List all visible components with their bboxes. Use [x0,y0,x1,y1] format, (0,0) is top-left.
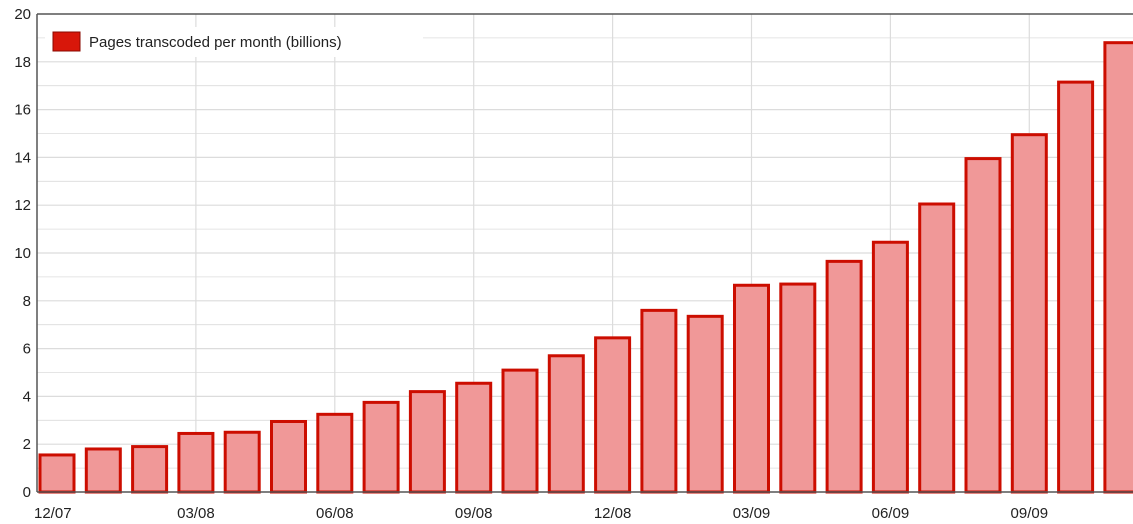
y-tick-label: 18 [14,54,31,71]
bar: 05/08 [270,419,307,494]
bar: 05/09 [825,259,863,494]
bar: 12/07 [38,453,76,494]
y-tick-label: 6 [23,341,31,358]
legend-label: Pages transcoded per month (billions) [89,34,342,51]
x-tick-label: 09/08 [455,505,493,522]
bar: 07/08 [362,400,400,494]
bar: 03/09 [733,283,770,494]
bar: 09/08 [455,381,493,494]
y-tick-label: 10 [14,245,31,262]
bar: 03/08 [177,431,215,494]
x-tick-label: 03/08 [177,505,215,522]
y-tick-label: 14 [14,149,31,166]
x-tick-label: 06/09 [872,505,910,522]
axes [36,13,1133,493]
y-tick-label: 4 [23,388,31,405]
bar: 08/08 [408,390,446,494]
x-tick-label: 12/08 [594,505,632,522]
bar: 02/08 [131,445,169,494]
y-tick-label: 12 [14,197,31,214]
x-tick-label: 03/09 [733,505,771,522]
bar: 12/08 [594,336,632,494]
bar: 01/09 [640,308,678,494]
bar: 10/08 [501,368,539,494]
y-tick-label: 16 [14,102,31,119]
bar: 09/09 [1010,133,1048,494]
y-tick-label: 8 [23,293,31,310]
y-tick-label: 0 [23,484,31,501]
tick-labels: 0 2 4 6 8 10 12 14 16 18 20 12/07 03/08 06/08 09/08 12/… [14,6,1048,522]
x-tick-label: 09/09 [1011,505,1049,522]
legend-swatch [52,31,81,52]
bar: 06/08 [316,412,354,494]
bar: 06/09 [871,240,909,494]
bar: 08/09 [964,157,1002,494]
bar: 11/08 [547,354,585,494]
bar: 04/09 [779,282,817,494]
bar: 11/09 [1103,41,1133,494]
legend-box [45,27,423,57]
legend: Pages transcoded per month (billions) [45,27,423,57]
bar: 10/09 [1057,80,1095,494]
bar: 07/09 [918,202,956,494]
y-tick-label: 2 [23,436,31,453]
bar: 04/08 [223,430,261,494]
x-tick-label: 06/08 [316,505,354,522]
y-tick-label: 20 [14,6,31,23]
bar: 02/09 [686,314,724,494]
bars: 12/0701/0802/0803/0804/0805/0806/0807/08… [38,41,1133,494]
x-tick-label: 12/07 [34,505,72,522]
bar: 01/08 [84,447,122,494]
